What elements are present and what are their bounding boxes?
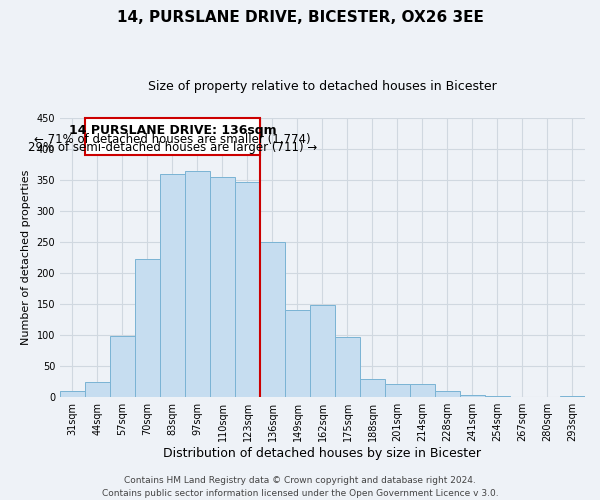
Bar — [335, 337, 360, 397]
Text: 14 PURSLANE DRIVE: 136sqm: 14 PURSLANE DRIVE: 136sqm — [68, 124, 276, 137]
Text: ← 71% of detached houses are smaller (1,774): ← 71% of detached houses are smaller (1,… — [34, 132, 311, 145]
X-axis label: Distribution of detached houses by size in Bicester: Distribution of detached houses by size … — [163, 447, 481, 460]
Bar — [85, 382, 110, 397]
Bar — [310, 306, 335, 397]
Bar — [160, 174, 185, 397]
Title: Size of property relative to detached houses in Bicester: Size of property relative to detached ho… — [148, 80, 497, 93]
Bar — [485, 396, 510, 397]
Bar — [560, 396, 585, 397]
Bar — [185, 170, 210, 397]
Y-axis label: Number of detached properties: Number of detached properties — [21, 170, 31, 345]
Bar — [260, 242, 285, 397]
Bar — [135, 260, 160, 397]
Bar — [60, 391, 85, 397]
Text: 14, PURSLANE DRIVE, BICESTER, OX26 3EE: 14, PURSLANE DRIVE, BICESTER, OX26 3EE — [116, 10, 484, 25]
Bar — [235, 182, 260, 397]
Bar — [435, 391, 460, 397]
Bar — [285, 310, 310, 397]
Bar — [210, 177, 235, 397]
Bar — [385, 384, 410, 397]
Bar — [410, 384, 435, 397]
FancyBboxPatch shape — [85, 118, 260, 155]
Text: 29% of semi-detached houses are larger (711) →: 29% of semi-detached houses are larger (… — [28, 141, 317, 154]
Bar — [460, 396, 485, 397]
Text: Contains HM Land Registry data © Crown copyright and database right 2024.
Contai: Contains HM Land Registry data © Crown c… — [101, 476, 499, 498]
Bar — [510, 396, 535, 397]
Bar — [360, 378, 385, 397]
Bar — [110, 336, 135, 397]
